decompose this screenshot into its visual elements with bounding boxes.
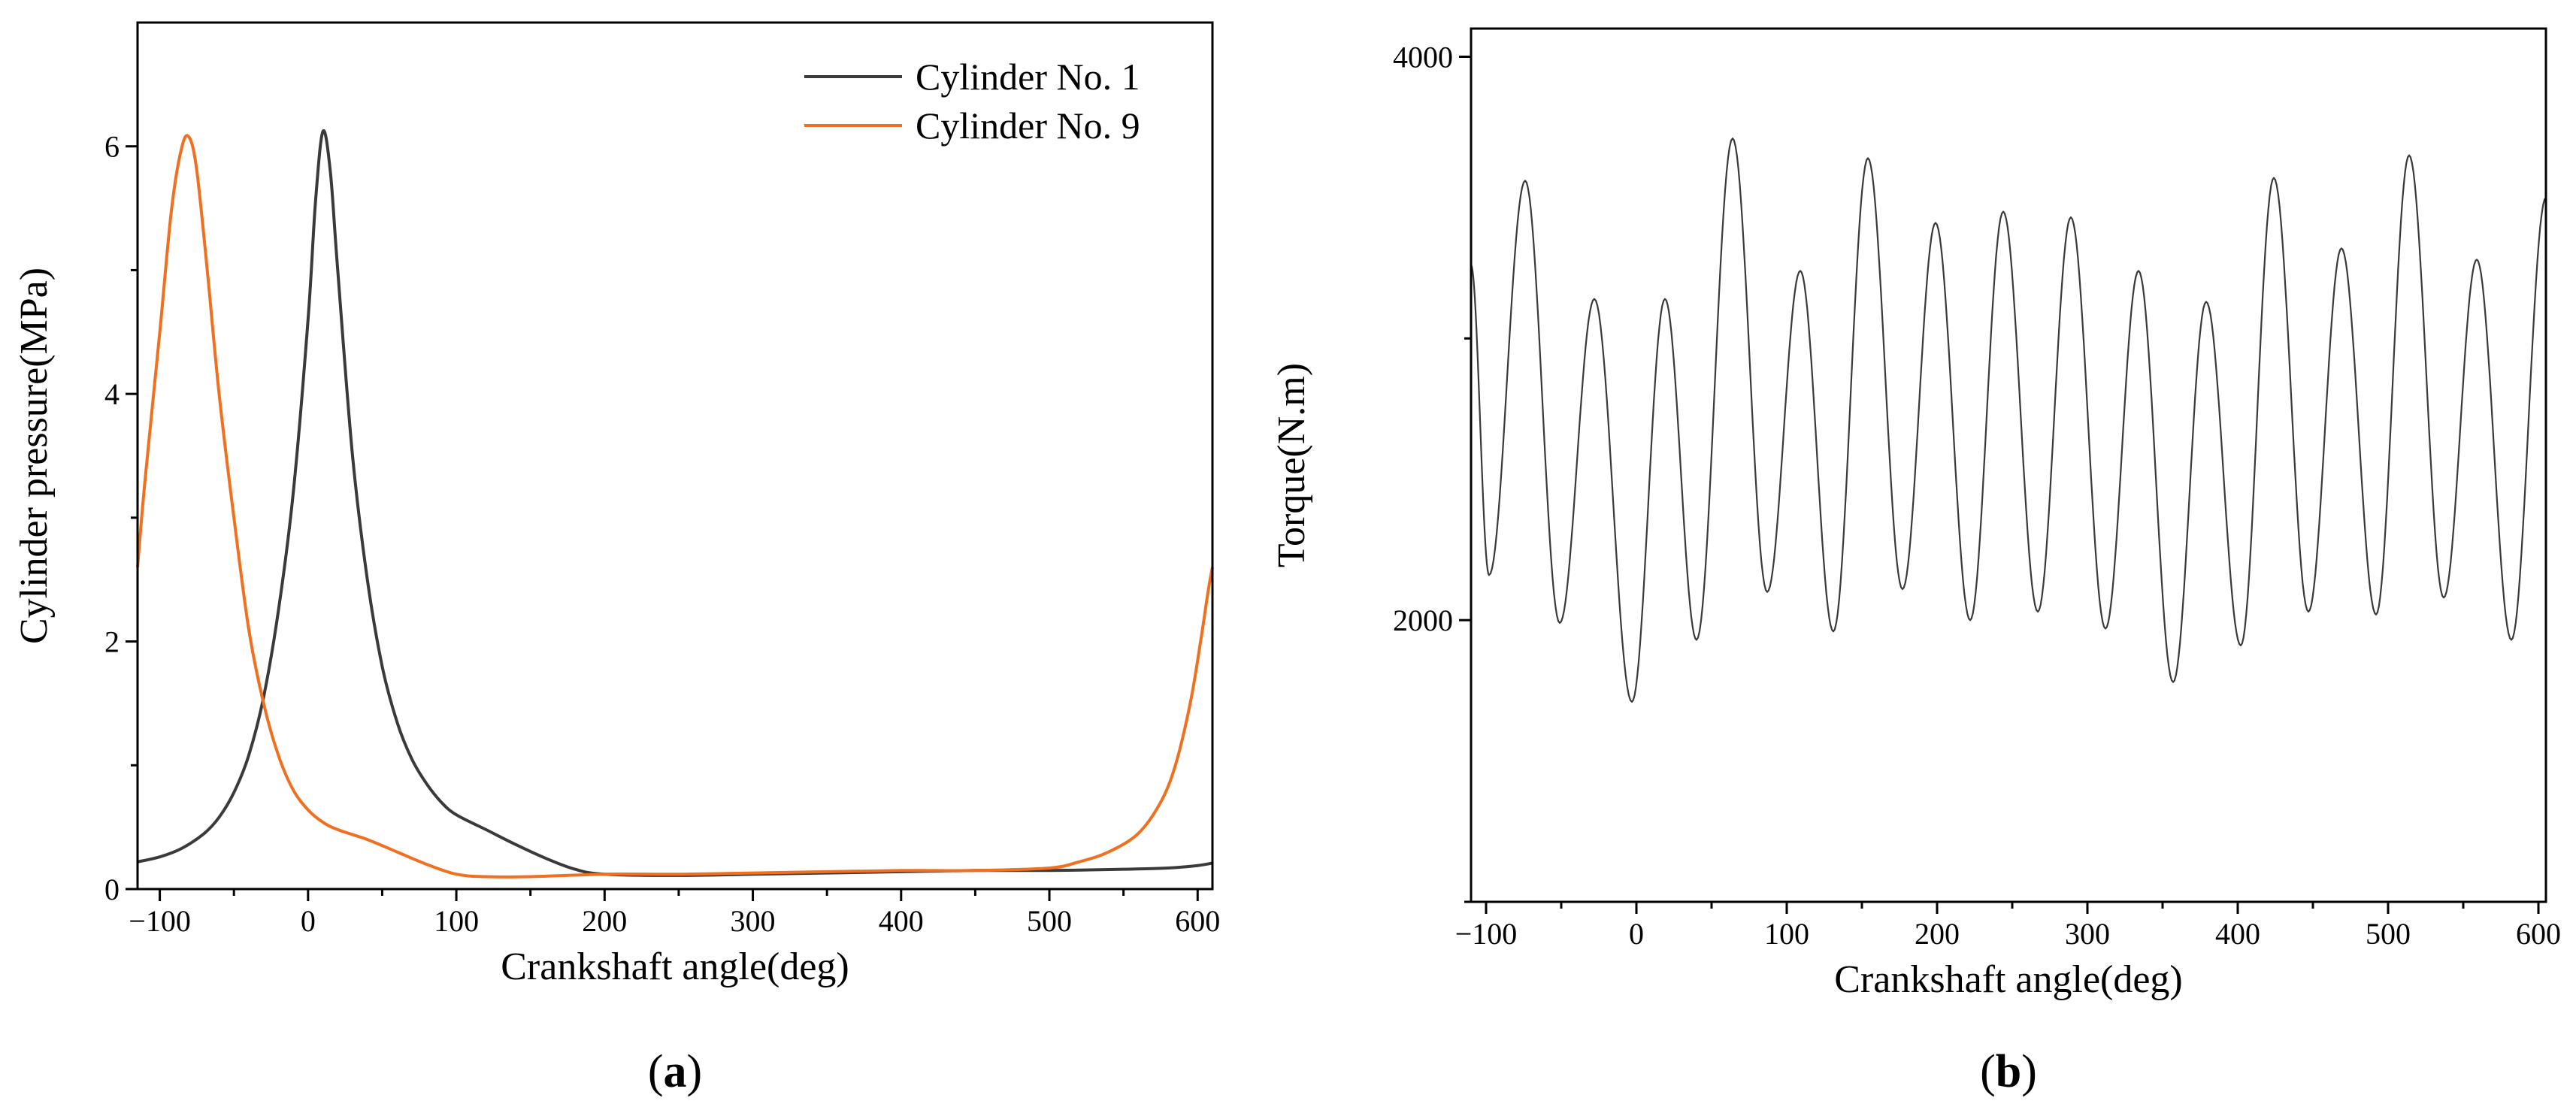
x-tick-label: 500 xyxy=(1027,904,1072,938)
chart-b-torque: −100 0 100 200 300 400 500 600 2000 4000 Crankshaf… xyxy=(1270,27,2561,1097)
legend-label: Cylinder No. 1 xyxy=(916,56,1140,98)
subfigure-caption: (a) xyxy=(648,1046,702,1097)
y-tick-label: 4000 xyxy=(1393,40,1453,74)
x-tick-label: 200 xyxy=(1915,917,1960,951)
chart-a-cylinder-pressure: −100 0 100 200 300 400 500 600 0 2 4 6 Crankshaft an… xyxy=(13,21,1220,1097)
x-tick-label: −100 xyxy=(129,904,191,938)
series-line-cylinder-no-9 xyxy=(136,134,1214,879)
y-axis-title: Cylinder pressure(MPa) xyxy=(13,268,56,644)
x-tick-label: 400 xyxy=(2215,917,2260,951)
y-tick-label: 0 xyxy=(104,873,120,906)
plot-frame xyxy=(136,21,1214,891)
plot-frame xyxy=(1470,27,2547,903)
x-tick-label: −100 xyxy=(1455,917,1518,951)
x-tick-label: 400 xyxy=(879,904,924,938)
x-tick-label: 100 xyxy=(434,904,479,938)
subfigure-caption: (b) xyxy=(1980,1046,2037,1097)
y-tick-label: 6 xyxy=(104,130,120,164)
x-tick-label: 200 xyxy=(582,904,627,938)
legend-label: Cylinder No. 9 xyxy=(916,104,1140,147)
x-tick-label: 0 xyxy=(1629,917,1644,951)
series-line-torque xyxy=(1470,138,2547,703)
x-tick-label: 100 xyxy=(1764,917,1809,951)
x-tick-label: 300 xyxy=(2065,917,2110,951)
y-axis-title: Torque(N.m) xyxy=(1270,363,1313,567)
y-tick-label: 4 xyxy=(104,377,120,411)
x-tick-label: 0 xyxy=(301,904,316,938)
x-tick-label: 600 xyxy=(2516,917,2561,951)
series-line-cylinder-no-1 xyxy=(137,129,1213,877)
x-tick-label: 600 xyxy=(1175,904,1220,938)
y-tick-label: 2 xyxy=(104,625,120,659)
legend: Cylinder No. 1 Cylinder No. 9 xyxy=(804,56,1140,147)
y-tick-label: 2000 xyxy=(1393,603,1453,637)
x-tick-label: 300 xyxy=(731,904,776,938)
x-axis-title: Crankshaft angle(deg) xyxy=(501,945,849,988)
x-tick-label: 500 xyxy=(2366,917,2411,951)
x-axis-title: Crankshaft angle(deg) xyxy=(1834,958,2182,1001)
